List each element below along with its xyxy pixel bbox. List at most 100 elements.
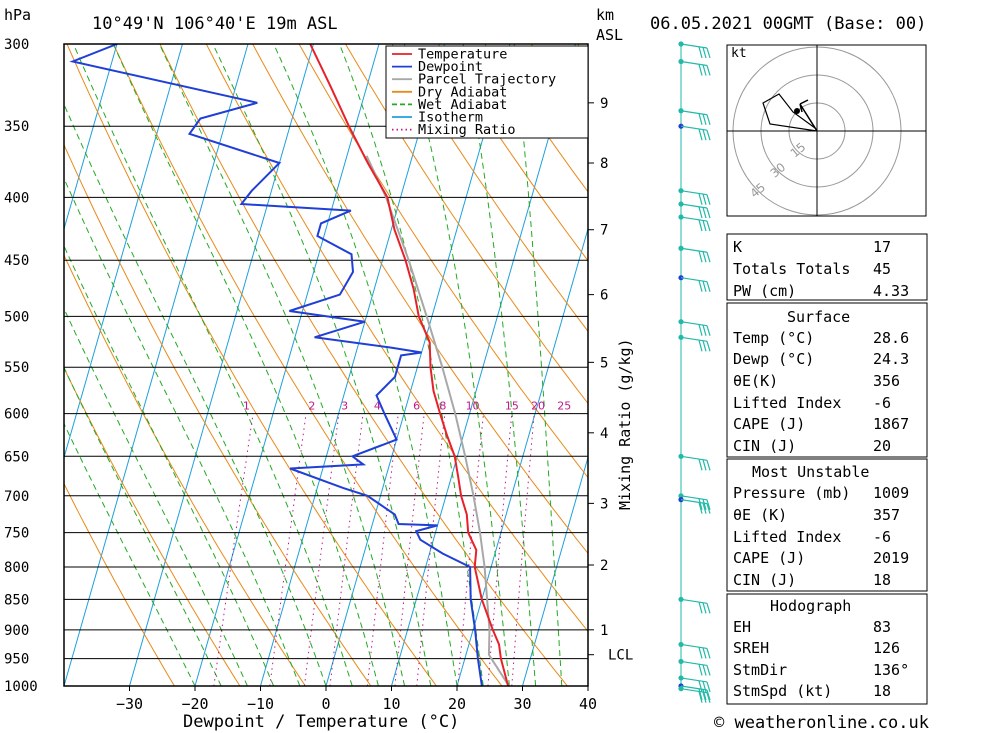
storm-motion-arrow — [799, 99, 818, 132]
mixing-ratio-label: 2 — [308, 400, 315, 413]
hodograph-table-box — [726, 593, 928, 705]
wet-adiabat-line — [72, 44, 353, 686]
isotherm-line — [64, 44, 183, 460]
wind-level-dot — [678, 201, 684, 207]
wind-barb-feather — [698, 113, 703, 125]
wind-barb-shaft — [680, 247, 708, 253]
wind-barb-feather — [706, 648, 711, 659]
dry-adiabat-line — [345, 44, 588, 405]
mu-theta-value: 357 — [873, 506, 900, 524]
surface-cin-label: CIN (J) — [733, 437, 796, 455]
wind-barb-feather — [702, 193, 707, 205]
wind-barb-feather — [702, 251, 707, 263]
surface-dewp-label: Dewp (°C) — [733, 350, 814, 368]
hodo-title: Hodograph — [770, 597, 851, 615]
mu-li-label: Lifted Index — [733, 528, 841, 546]
wind-barb-feather — [698, 664, 703, 676]
mixing-ratio-line — [269, 413, 307, 686]
surface-temp-value: 28.6 — [873, 329, 909, 347]
surface-theta-label: θE(K) — [733, 372, 778, 390]
hodo-eh-label: EH — [733, 618, 751, 636]
wind-barb-feather — [706, 220, 711, 232]
wind-barb-shaft — [680, 43, 708, 49]
wind-barb-shaft — [680, 643, 708, 650]
wind-barb-feather — [702, 47, 707, 59]
wind-barb-feather — [706, 325, 711, 336]
hodo-stmspd-value: 18 — [873, 682, 891, 700]
wet-adiabat-line — [64, 177, 301, 686]
isotherm-line — [325, 44, 511, 686]
temperature-tick-label: −10 — [247, 695, 274, 713]
hodograph-unit: kt — [731, 46, 747, 61]
wet-adiabat-line — [403, 44, 510, 686]
wind-barb-column — [678, 41, 711, 703]
pressure-tick-label: 450 — [4, 253, 29, 269]
temperature-tick-label: 40 — [579, 695, 597, 713]
parcel-trajectory-line — [365, 155, 511, 686]
wind-barb-feather — [698, 280, 703, 292]
legend-label: Temperature — [418, 47, 507, 63]
wind-barb-feather — [706, 603, 711, 614]
surface-li-value: -6 — [873, 394, 891, 412]
legend-label: Dry Adiabat — [418, 84, 507, 100]
wind-barb-feather — [698, 498, 703, 510]
wind-barb-feather — [706, 194, 711, 205]
mixing-ratio-label: 15 — [505, 400, 519, 413]
hodo-srh-value: 126 — [873, 639, 900, 657]
pressure-unit: hPa — [4, 6, 31, 24]
pressure-tick-label: 750 — [4, 526, 29, 542]
wind-barb-shaft — [680, 277, 708, 283]
pressure-tick-label: 650 — [4, 449, 29, 465]
wet-adiabat-line — [339, 44, 484, 686]
dry-adiabat-line — [66, 44, 437, 686]
mu-pressure-label: Pressure (mb) — [733, 484, 850, 502]
wet-adiabat-line — [159, 44, 406, 686]
wind-barb-shaft — [680, 495, 708, 501]
wind-barb-feather — [698, 688, 703, 701]
surface-theta-value: 356 — [873, 372, 900, 390]
credit-link[interactable]: © weatheronline.co.uk — [714, 713, 929, 733]
temperature-tick-label: −30 — [116, 695, 143, 713]
wind-barb-feather — [702, 664, 707, 676]
hodo-stmdir-value: 136° — [873, 661, 909, 679]
pressure-tick-label: 950 — [4, 652, 29, 668]
wind-barb-shaft — [680, 125, 708, 131]
wind-barb-feather — [698, 128, 703, 141]
wind-barb-feather — [702, 129, 707, 141]
height-tick-label: 4 — [600, 426, 608, 442]
wind-barb-feather — [698, 502, 703, 514]
pw-value: 4.33 — [873, 282, 909, 300]
isotherm-line — [456, 227, 588, 686]
wind-barb-feather — [706, 130, 711, 141]
wind-barb-feather — [698, 64, 703, 76]
mixing-ratio-label: 20 — [531, 400, 545, 413]
wind-barb-feather — [706, 65, 711, 76]
x-axis-title: Dewpoint / Temperature (°C) — [183, 712, 459, 732]
wind-barb-feather — [706, 207, 711, 219]
pw-label: PW (cm) — [733, 282, 796, 300]
temperature-tick-label: −20 — [181, 695, 208, 713]
wind-barb-shaft — [680, 321, 708, 327]
legend-label: Mixing Ratio — [418, 122, 516, 138]
dry-adiabat-line — [391, 44, 588, 333]
wind-barb-shaft — [680, 598, 708, 604]
wind-barb-feather — [702, 207, 707, 219]
surface-cin-value: 20 — [873, 437, 891, 455]
pressure-tick-label: 900 — [4, 623, 29, 639]
height-tick-label: 6 — [600, 288, 608, 304]
hodograph-storm-dot — [794, 108, 800, 114]
indices-box — [726, 233, 928, 301]
dry-adiabat-line — [112, 44, 503, 686]
pressure-tick-label: 1000 — [4, 679, 38, 695]
legend-label: Isotherm — [418, 110, 483, 126]
surface-temp-label: Temp (°C) — [733, 329, 814, 347]
mixing-ratio-line — [394, 413, 425, 686]
dewpoint-line — [69, 44, 483, 686]
wind-barb-feather — [706, 503, 711, 514]
temperature-tick-label: 0 — [321, 695, 330, 713]
wind-barb-shaft — [680, 60, 708, 67]
wind-barb-shaft — [680, 336, 708, 342]
wet-adiabat-line — [462, 44, 537, 686]
mixing-ratio-line — [366, 413, 399, 686]
wind-barb-feather — [698, 691, 703, 703]
